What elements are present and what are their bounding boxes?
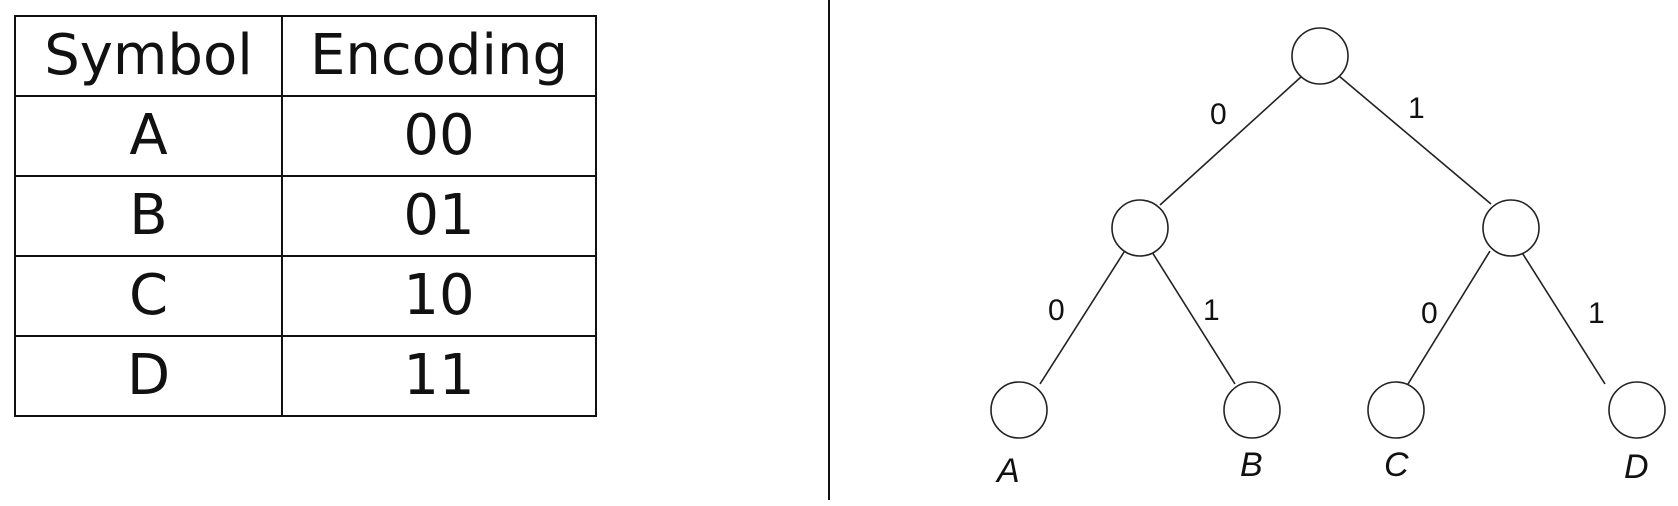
symbol-cell: B bbox=[14, 175, 283, 257]
encoding-cell: 01 bbox=[281, 175, 597, 257]
encoding-cell: 11 bbox=[281, 335, 597, 417]
encoding-cell: 10 bbox=[281, 255, 597, 337]
leaf-label-c: C bbox=[1384, 446, 1409, 484]
edge-label-left-right: 1 bbox=[1203, 294, 1220, 327]
edge-label-root-right: 1 bbox=[1408, 92, 1425, 125]
leaf-node-c bbox=[1367, 381, 1425, 439]
internal-node-left bbox=[1111, 199, 1169, 257]
edge-label-left-left: 0 bbox=[1048, 294, 1065, 327]
leaf-label-b: B bbox=[1240, 446, 1263, 484]
edge-left-right bbox=[1151, 251, 1236, 385]
table-row: D 11 bbox=[14, 335, 597, 417]
header-encoding: Encoding bbox=[281, 15, 597, 97]
edge-root-right bbox=[1338, 75, 1492, 205]
root-node bbox=[1291, 27, 1349, 85]
table-row: A 00 bbox=[14, 95, 597, 177]
table-header-row: Symbol Encoding bbox=[14, 15, 597, 97]
edge-label-right-right: 1 bbox=[1588, 297, 1605, 330]
vertical-divider bbox=[828, 0, 830, 500]
symbol-cell: C bbox=[14, 255, 283, 337]
edge-label-right-left: 0 bbox=[1421, 297, 1438, 330]
edge-root-left bbox=[1159, 75, 1303, 206]
symbol-cell: D bbox=[14, 335, 283, 417]
leaf-node-a bbox=[990, 381, 1048, 439]
edge-label-root-left: 0 bbox=[1210, 98, 1227, 131]
symbol-cell: A bbox=[14, 95, 283, 177]
encoding-cell: 00 bbox=[281, 95, 597, 177]
table-row: C 10 bbox=[14, 255, 597, 337]
edge-left-left bbox=[1039, 248, 1127, 385]
internal-node-right bbox=[1482, 199, 1540, 257]
leaf-label-d: D bbox=[1624, 448, 1649, 486]
table-row: B 01 bbox=[14, 175, 597, 257]
header-symbol: Symbol bbox=[14, 15, 283, 97]
leaf-label-a: A bbox=[995, 452, 1020, 490]
leaf-node-d bbox=[1608, 381, 1666, 439]
edge-right-left bbox=[1407, 250, 1491, 385]
edge-right-right bbox=[1520, 250, 1606, 385]
leaf-node-b bbox=[1223, 381, 1281, 439]
encoding-table: Symbol Encoding A 00 B 01 C 10 D 11 bbox=[14, 15, 597, 417]
